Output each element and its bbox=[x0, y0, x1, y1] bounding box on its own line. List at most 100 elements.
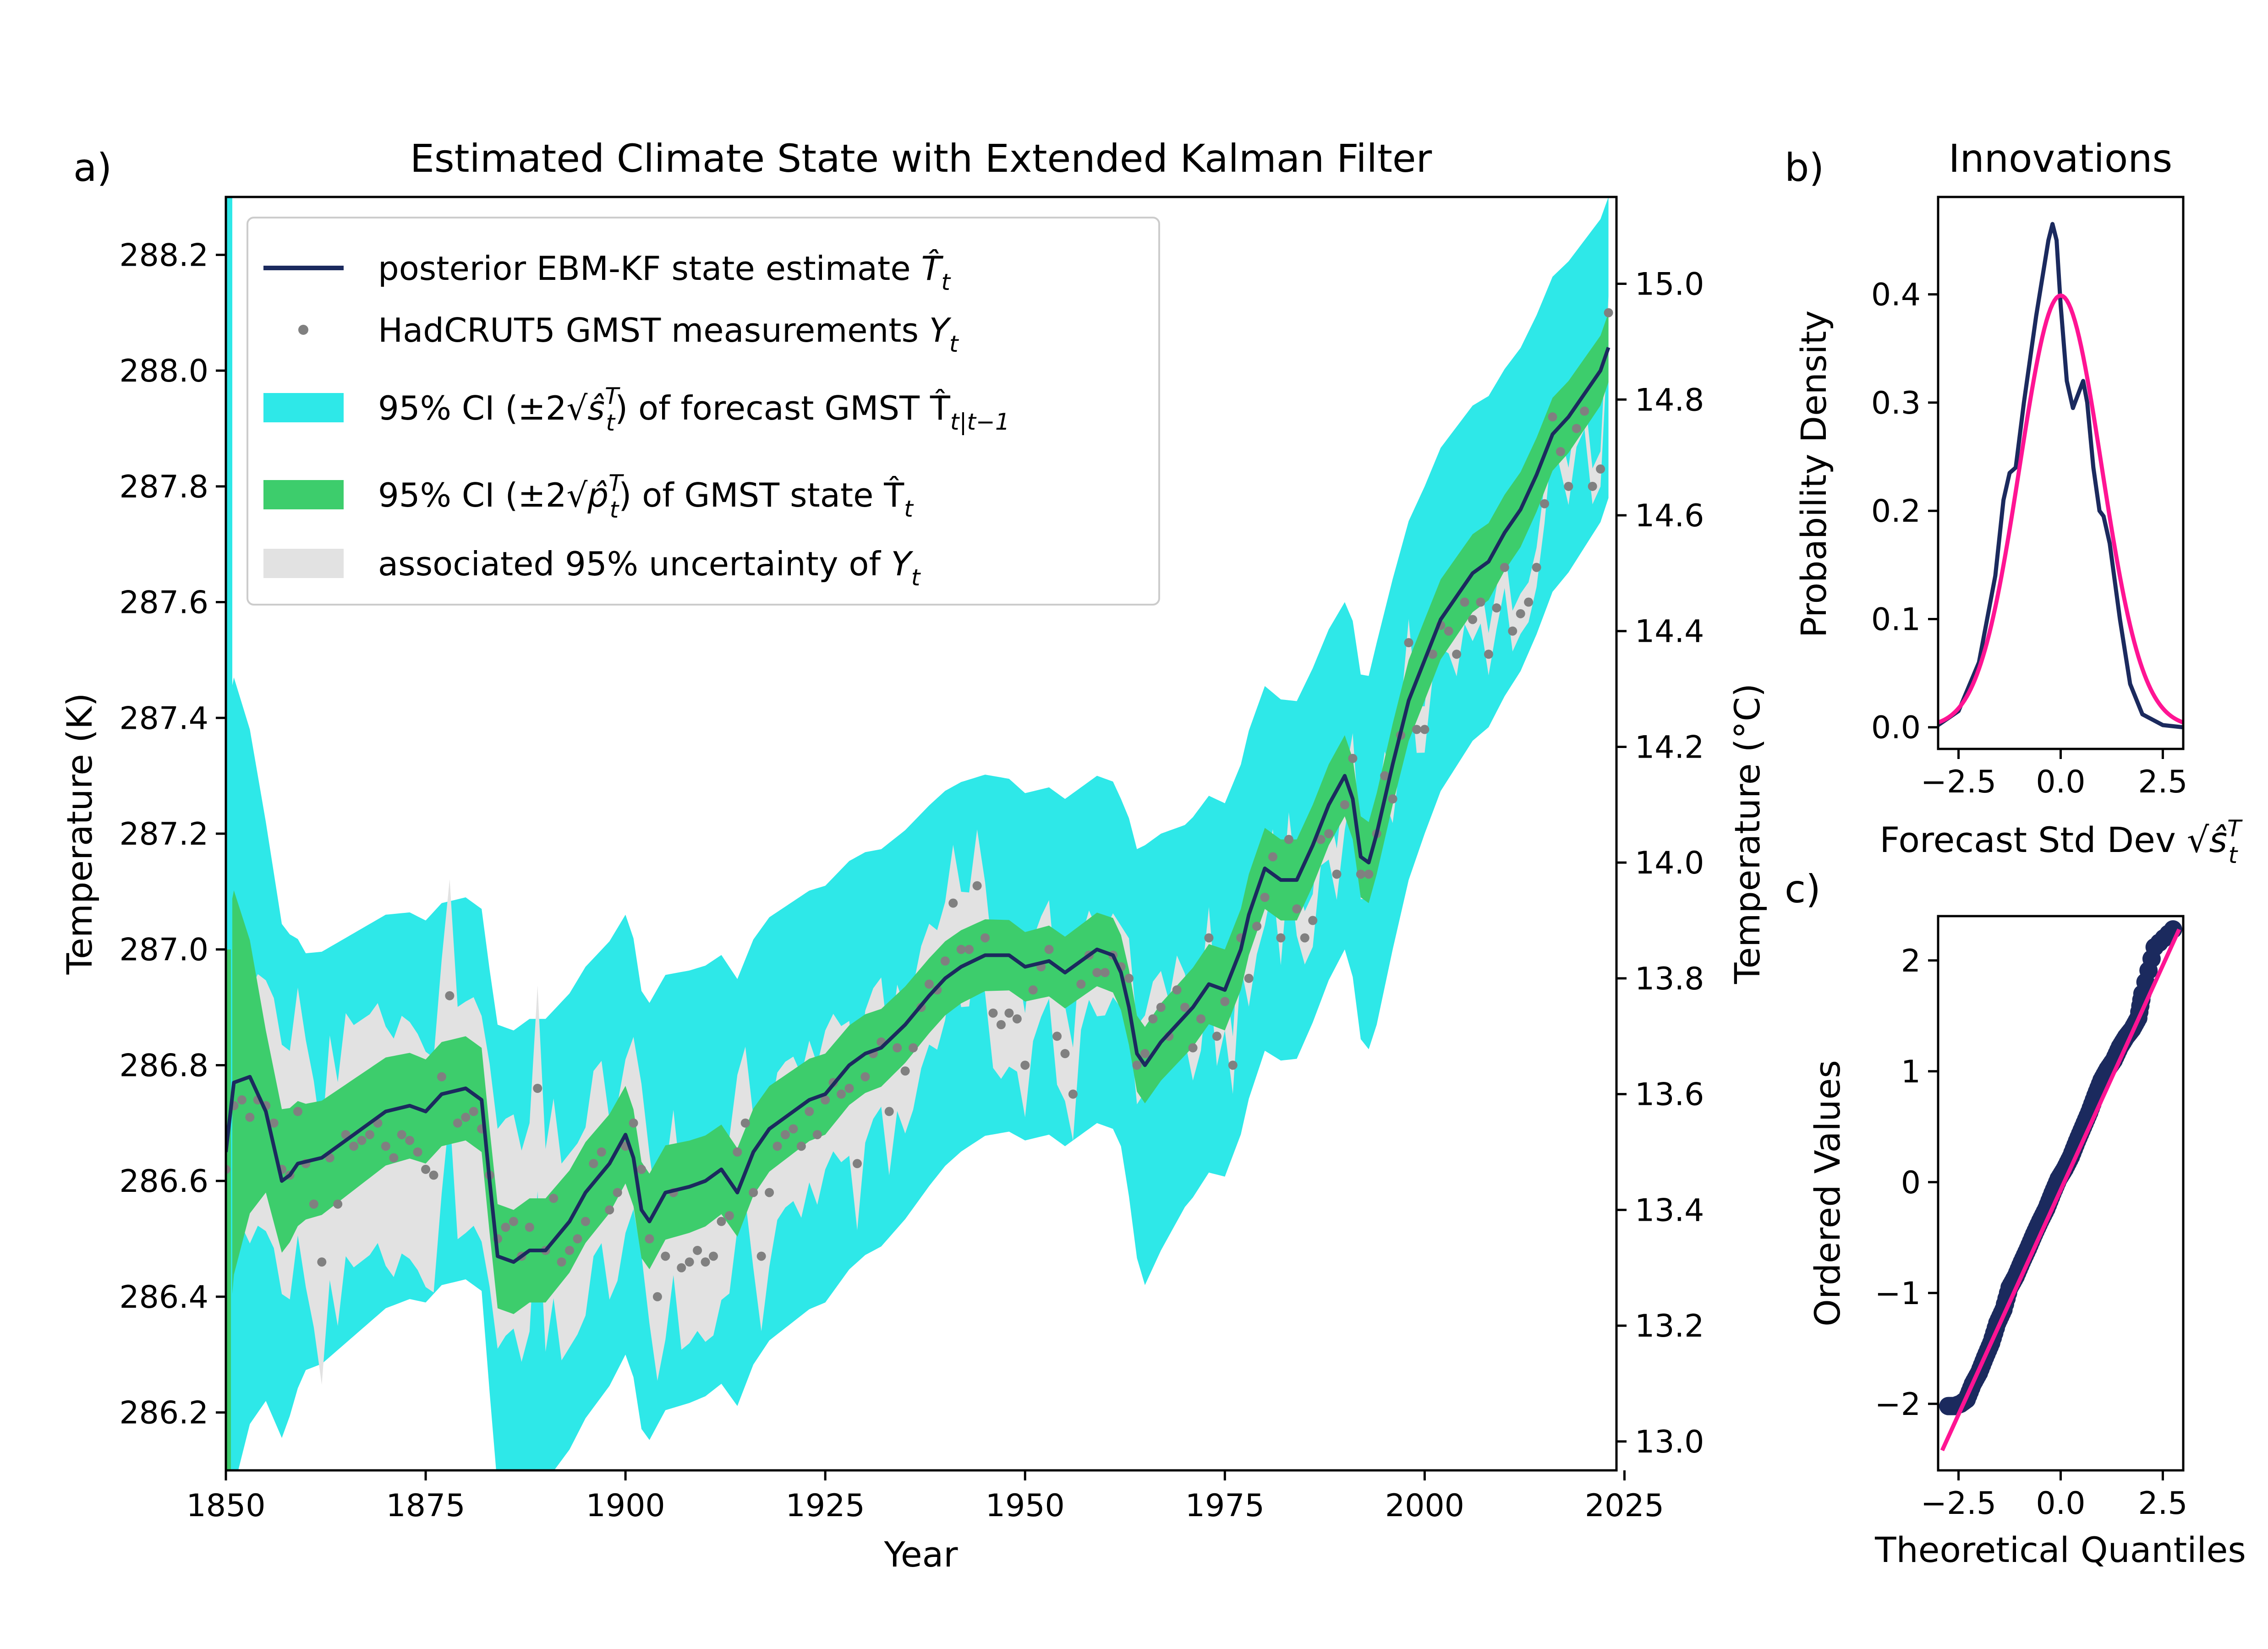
right-y-tick-label: 14.6 bbox=[1635, 498, 1704, 534]
right-y-tick-label: 14.2 bbox=[1635, 729, 1704, 765]
measurement-point bbox=[1028, 985, 1038, 995]
panel-c-tag: c) bbox=[1785, 867, 1821, 912]
legend-patch-swatch bbox=[263, 480, 344, 509]
measurement-point bbox=[1428, 650, 1437, 659]
measurement-point bbox=[996, 1020, 1006, 1029]
legend-label: 95% CI (±2√p̂T t) of GMST state T̂t bbox=[378, 470, 914, 523]
measurement-point bbox=[589, 1159, 598, 1168]
measurement-point bbox=[357, 1136, 367, 1145]
measurement-point bbox=[1132, 1060, 1142, 1070]
y-tick-label: 286.4 bbox=[119, 1279, 208, 1316]
measurement-point bbox=[1348, 754, 1358, 763]
right-y-tick-label: 13.4 bbox=[1635, 1192, 1704, 1229]
measurement-point bbox=[1268, 852, 1277, 862]
legend-label: HadCRUT5 GMST measurements Yt bbox=[378, 311, 959, 357]
measurement-point bbox=[525, 1223, 534, 1232]
measurement-point bbox=[733, 1147, 742, 1157]
measurement-point bbox=[796, 1141, 806, 1151]
measurement-point bbox=[1308, 916, 1318, 925]
measurement-point bbox=[924, 979, 934, 989]
measurement-point bbox=[1148, 1014, 1158, 1024]
measurement-point bbox=[549, 1194, 559, 1203]
right-y-tick-label: 14.8 bbox=[1635, 382, 1704, 418]
x-tick-label: 0.0 bbox=[2036, 1485, 2085, 1522]
y-tick-label: 286.6 bbox=[119, 1163, 208, 1200]
measurement-point bbox=[1292, 904, 1302, 914]
measurement-point bbox=[573, 1234, 582, 1244]
y-tick-label: 287.6 bbox=[119, 585, 208, 621]
measurement-point bbox=[365, 1130, 374, 1140]
y-tick-label: 0.4 bbox=[1871, 277, 1921, 313]
panel-c-chart: −2.5 0.0 2.5 −2 −1 0 1 2 c) Theoretical Quantil… bbox=[1785, 867, 2246, 1570]
measurement-point bbox=[693, 1245, 702, 1255]
right-y-tick-label: 14.0 bbox=[1635, 845, 1704, 881]
measurement-point bbox=[293, 1107, 302, 1116]
y-tick-label: 0.1 bbox=[1871, 601, 1921, 638]
y-tick-label: 287.8 bbox=[119, 469, 208, 505]
measurement-point bbox=[309, 1199, 318, 1209]
measurement-point bbox=[509, 1217, 518, 1226]
measurement-point bbox=[1012, 1014, 1022, 1024]
legend-patch-swatch bbox=[263, 549, 344, 578]
panel-a-chart: 1850 1875 1900 1925 1950 1975 2000 2025 286.2 286… bbox=[59, 136, 1768, 1575]
measurement-point bbox=[956, 945, 966, 954]
measurement-uncertainty-band bbox=[226, 295, 1609, 1385]
x-tick-label: 1975 bbox=[1185, 1488, 1265, 1524]
measurement-point bbox=[1124, 973, 1134, 983]
y-tick-label: 286.2 bbox=[119, 1395, 208, 1431]
x-tick-label: 1900 bbox=[586, 1488, 665, 1524]
panel-a-x-axis-label: Year bbox=[884, 1534, 959, 1575]
x-tick-label: 1850 bbox=[186, 1488, 265, 1524]
measurement-point bbox=[1204, 933, 1214, 943]
x-tick-label: −2.5 bbox=[1921, 1485, 1996, 1522]
measurement-point bbox=[789, 1124, 798, 1134]
measurement-point bbox=[1508, 626, 1517, 636]
measurement-point bbox=[1228, 1060, 1238, 1070]
measurement-point bbox=[1180, 1003, 1190, 1012]
x-tick-label: 2025 bbox=[1585, 1488, 1664, 1524]
measurement-point bbox=[708, 1251, 718, 1261]
measurement-point bbox=[1564, 481, 1573, 491]
measurement-point bbox=[469, 1107, 478, 1116]
measurement-point bbox=[821, 1095, 830, 1105]
measurement-point bbox=[1500, 562, 1509, 572]
measurement-point bbox=[661, 1251, 670, 1261]
panel-b-chart: −2.5 0.0 2.50.00.10.20.30.4 b) Innovations… bbox=[1785, 136, 2243, 868]
measurement-point bbox=[1412, 725, 1421, 734]
legend-label: posterior EBM-KF state estimate T̂t bbox=[378, 249, 951, 295]
measurement-point bbox=[237, 1095, 247, 1105]
y-tick-label: 287.4 bbox=[119, 700, 208, 737]
measurement-point bbox=[844, 1084, 854, 1093]
measurement-point bbox=[1388, 794, 1397, 804]
measurement-point bbox=[421, 1164, 431, 1174]
measurement-point bbox=[1476, 597, 1485, 607]
measurement-point bbox=[717, 1217, 726, 1226]
right-y-tick-label: 13.0 bbox=[1635, 1424, 1704, 1460]
right-y-tick-label: 13.2 bbox=[1635, 1308, 1704, 1344]
measurement-point bbox=[1460, 597, 1469, 607]
measurement-point bbox=[269, 1118, 279, 1128]
panel-c-x-axis-label: Theoretical Quantiles bbox=[1874, 1529, 2246, 1570]
x-tick-label: 0.0 bbox=[2036, 764, 2085, 800]
panel-b-title: Innovations bbox=[1949, 136, 2173, 181]
measurement-point bbox=[1052, 1032, 1062, 1041]
qq-point bbox=[2164, 920, 2182, 939]
measurement-point bbox=[685, 1257, 694, 1267]
measurement-point bbox=[1548, 412, 1557, 422]
right-y-tick-label: 14.4 bbox=[1635, 614, 1704, 650]
x-tick-label: 2.5 bbox=[2138, 764, 2187, 800]
measurement-point bbox=[884, 1107, 894, 1116]
measurement-point bbox=[1596, 464, 1605, 474]
measurement-point bbox=[909, 1043, 918, 1053]
measurement-point bbox=[1284, 835, 1293, 844]
measurement-point bbox=[645, 1234, 654, 1244]
x-tick-label: 1925 bbox=[786, 1488, 865, 1524]
x-tick-label: 1875 bbox=[386, 1488, 466, 1524]
measurement-point bbox=[1468, 615, 1478, 624]
panel-b-x-axis-label: Forecast Std Dev √ŝT t bbox=[1879, 815, 2243, 868]
measurement-point bbox=[405, 1136, 415, 1145]
measurement-point bbox=[837, 1089, 846, 1099]
panel-a-legend: posterior EBM-KF state estimate T̂t HadCR… bbox=[247, 217, 1160, 606]
